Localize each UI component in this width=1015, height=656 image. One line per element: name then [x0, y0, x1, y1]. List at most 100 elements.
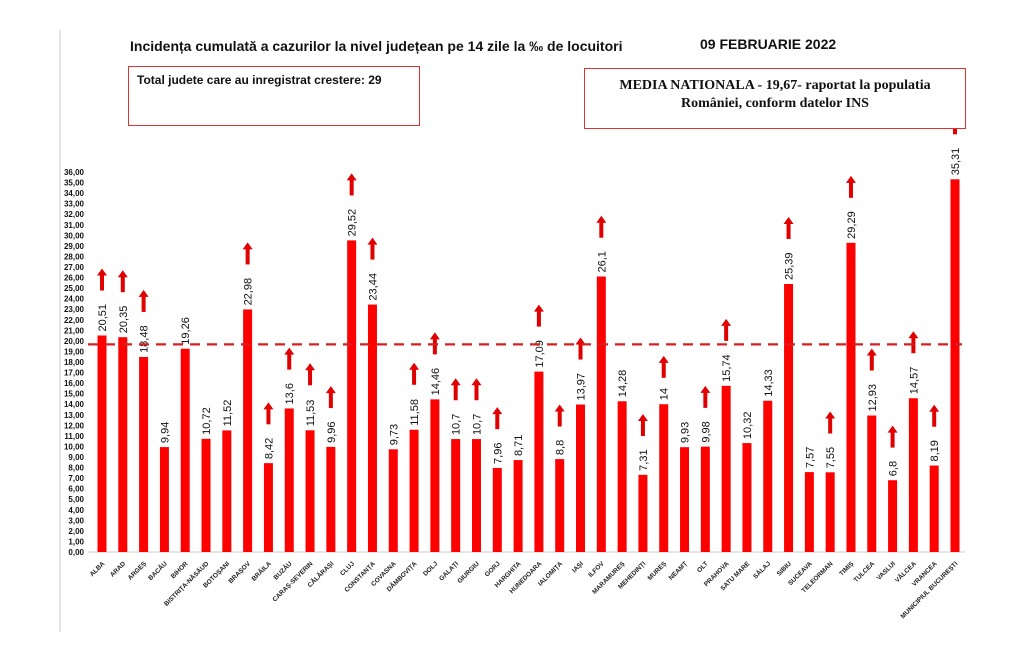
bar	[492, 467, 502, 552]
y-tick-label: 8,00	[68, 464, 84, 473]
up-arrow-icon	[284, 347, 295, 370]
y-tick-label: 13,00	[64, 411, 85, 420]
bar	[929, 465, 939, 552]
up-arrow-icon	[783, 216, 794, 239]
bar	[763, 400, 773, 552]
y-tick-label: 30,00	[64, 231, 85, 240]
bar	[700, 446, 710, 552]
y-tick-label: 16,00	[64, 379, 85, 388]
y-tick-label: 10,00	[64, 442, 85, 451]
up-arrow-icon	[721, 318, 732, 341]
data-label: 10,7	[451, 414, 463, 435]
data-label: 22,98	[243, 278, 255, 306]
bar	[326, 446, 336, 552]
x-tick-label: SĂLAJ	[751, 559, 773, 581]
bar	[721, 385, 731, 552]
data-label: 10,32	[742, 412, 754, 440]
bar	[471, 439, 481, 552]
data-label: 8,71	[513, 435, 525, 456]
x-tick-label: GORJ	[484, 560, 502, 578]
up-arrow-icon	[658, 355, 669, 378]
bar	[617, 401, 627, 552]
x-tick-label: ALBA	[89, 560, 107, 578]
bar	[263, 463, 273, 552]
bar	[388, 449, 398, 552]
chart-date: 09 FEBRUARIE 2022	[700, 36, 837, 52]
increase-count-text: Total judete care au inregistrat crester…	[137, 73, 382, 87]
x-tick-label: TIMIȘ	[838, 560, 856, 578]
up-arrow-icon	[929, 404, 940, 427]
bar	[596, 276, 606, 552]
data-label: 14,33	[763, 369, 775, 397]
bar	[284, 408, 294, 552]
y-tick-label: 34,00	[64, 189, 85, 198]
chart-title: Incidența cumulată a cazurilor la nivel …	[130, 38, 623, 54]
y-tick-label: 31,00	[64, 221, 85, 230]
x-tick-label: BRAȘOV	[227, 560, 252, 585]
data-label: 26,1	[596, 251, 608, 272]
data-label: 7,57	[804, 447, 816, 468]
data-label: 6,8	[888, 461, 900, 476]
data-label: 14	[659, 388, 671, 400]
data-label: 13,6	[284, 383, 296, 404]
up-arrow-icon	[700, 385, 711, 408]
x-tick-label: IAȘI	[571, 560, 585, 574]
bar	[576, 404, 586, 552]
data-label: 29,29	[846, 211, 858, 239]
up-arrow-icon	[346, 173, 357, 196]
y-tick-label: 24,00	[64, 295, 85, 304]
x-tick-label: GIURGIU	[456, 560, 481, 585]
bar	[659, 404, 669, 552]
up-arrow-icon	[637, 414, 648, 437]
bar	[680, 447, 690, 552]
y-tick-label: 4,00	[68, 506, 84, 515]
data-label: 11,52	[222, 400, 234, 427]
y-tick-label: 29,00	[64, 242, 85, 251]
y-tick-label: 18,00	[64, 358, 85, 367]
bar	[513, 460, 523, 552]
data-label: 10,7	[471, 414, 483, 435]
up-arrow-icon	[409, 362, 420, 385]
y-tick-label: 22,00	[64, 316, 85, 325]
bar	[409, 429, 419, 552]
data-label: 14,28	[617, 370, 629, 398]
data-label: 9,73	[388, 424, 400, 445]
bar	[159, 447, 169, 552]
up-arrow-icon	[533, 304, 544, 327]
y-tick-label: 17,00	[64, 369, 85, 378]
up-arrow-icon	[596, 215, 607, 238]
data-label: 10,72	[201, 407, 213, 435]
y-tick-label: 20,00	[64, 337, 85, 346]
y-tick-label: 36,00	[64, 168, 85, 177]
bar	[534, 371, 544, 552]
x-tick-label: ARAD	[109, 560, 127, 578]
x-tick-label: BUZĂU	[271, 559, 294, 582]
x-tick-label: BRĂILA	[249, 559, 273, 583]
data-label: 17,09	[534, 340, 546, 368]
up-arrow-icon	[471, 378, 482, 401]
y-tick-label: 1,00	[68, 537, 84, 546]
x-tick-label: NEAMȚ	[668, 560, 689, 581]
data-label: 18,48	[139, 325, 151, 353]
bar	[367, 304, 377, 552]
x-tick-label: BIHOR	[170, 560, 190, 580]
up-arrow-icon	[117, 270, 128, 293]
up-arrow-icon	[263, 402, 274, 425]
increase-count-box: Total judete care au inregistrat crester…	[128, 66, 420, 126]
bar	[305, 430, 315, 552]
bar	[908, 398, 918, 552]
bar	[97, 335, 107, 552]
bar	[222, 430, 232, 552]
y-tick-label: 14,00	[64, 400, 85, 409]
up-arrow-icon	[242, 242, 253, 265]
data-label: 8,42	[263, 438, 275, 459]
up-arrow-icon	[97, 268, 107, 291]
bar	[243, 309, 253, 552]
x-tick-label: BACĂU	[146, 559, 169, 582]
data-label: 8,19	[929, 440, 941, 461]
data-label: 13,97	[576, 373, 588, 401]
data-label: 9,98	[700, 421, 712, 442]
y-tick-label: 0,00	[68, 548, 84, 557]
y-tick-label: 5,00	[68, 495, 84, 504]
